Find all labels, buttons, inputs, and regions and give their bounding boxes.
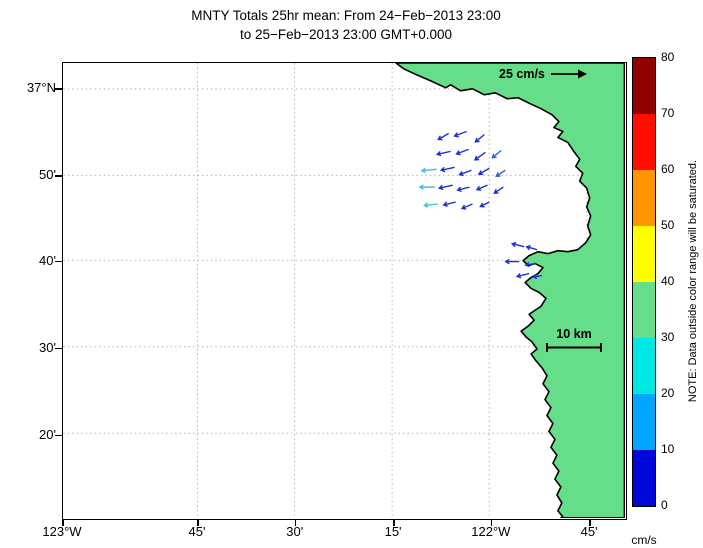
current-vector (460, 203, 473, 210)
title-line-2: to 25−Feb−2013 23:00 GMT+0.000 (239, 27, 453, 42)
colorbar-note: NOTE: Data outside color range will be s… (687, 159, 699, 403)
current-vector (504, 258, 520, 265)
x-tick-mark (490, 520, 493, 526)
colorbar-segment (633, 450, 655, 506)
title-line-1: MNTY Totals 25hr mean: From 24−Feb−2013 … (191, 8, 501, 23)
colorbar-segment (633, 170, 655, 226)
colorbar-tick-label: 40 (661, 274, 675, 288)
y-tick-label: 40' (39, 252, 56, 268)
colorbar-segment (633, 338, 655, 394)
map-canvas (63, 63, 625, 518)
distance-scale-bar (546, 343, 602, 352)
current-vector (437, 184, 453, 191)
y-tick-mark (55, 175, 62, 177)
current-vector (515, 272, 530, 279)
colorbar-tick-label: 30 (661, 330, 675, 344)
current-vector (475, 184, 488, 191)
y-tick-label: 30' (39, 339, 56, 355)
colorbar-tick-label: 70 (661, 106, 675, 120)
current-vector (456, 186, 470, 192)
plot-title: MNTY Totals 25hr mean: From 24−Feb−2013 … (0, 6, 692, 44)
colorbar-tick-label: 10 (661, 442, 675, 456)
colorbar-segment (633, 58, 655, 114)
y-tick-label: 50' (39, 167, 56, 183)
colorbar-tick-label: 60 (661, 162, 675, 176)
y-tick-label: 37°N (26, 80, 56, 96)
x-tick-label: 122°W (471, 524, 511, 539)
current-vector (510, 241, 525, 248)
map-plot: 25 cm/s 10 km (62, 62, 627, 520)
current-vector (422, 202, 438, 208)
current-vector (493, 186, 504, 194)
x-tick-label: 123°W (42, 524, 82, 539)
current-vector (458, 169, 472, 177)
colorbar-segment (633, 282, 655, 338)
current-vector (477, 167, 490, 176)
distance-scale: 10 km (545, 327, 603, 357)
current-vector (455, 148, 469, 156)
current-vector (473, 151, 486, 161)
current-vector (439, 166, 455, 173)
colorbar (632, 57, 656, 507)
colorbar-segment (633, 114, 655, 170)
land-polygon (395, 63, 625, 518)
y-tick-mark (55, 88, 62, 90)
x-tick-label: 45' (580, 524, 598, 539)
velocity-scale-label: 25 cm/s (499, 67, 545, 81)
current-vector (420, 167, 437, 174)
x-tick-label: 45' (188, 524, 206, 539)
current-vector (524, 261, 537, 268)
velocity-scale-arrow-icon (550, 69, 587, 79)
colorbar-segment (633, 394, 655, 450)
current-vector (479, 201, 490, 208)
x-tick-mark (393, 520, 395, 526)
colorbar-tick-label: 50 (661, 218, 675, 232)
colorbar-units-label: cm/s (631, 533, 657, 547)
current-vector (418, 184, 435, 190)
x-tick-label: 15' (384, 524, 402, 539)
velocity-scale: 25 cm/s (499, 67, 587, 81)
current-vector (525, 244, 538, 251)
y-tick-label: 20' (39, 426, 56, 442)
current-vector (474, 133, 485, 143)
current-vector (453, 130, 467, 138)
x-tick-label: 30' (286, 524, 304, 539)
colorbar-tick-label: 80 (661, 50, 675, 64)
current-vector (495, 169, 506, 177)
current-vector (491, 149, 502, 159)
x-tick-mark (62, 520, 64, 526)
colorbar-tick-label: 20 (661, 386, 675, 400)
x-tick-mark (589, 520, 591, 526)
y-tick-mark (55, 260, 62, 263)
current-vector (442, 201, 456, 207)
y-tick-mark (55, 434, 62, 437)
x-tick-mark (294, 520, 297, 526)
x-tick-mark (197, 520, 199, 526)
current-vector (435, 150, 451, 157)
current-vector (531, 273, 543, 280)
colorbar-segment (633, 226, 655, 282)
distance-scale-label: 10 km (556, 327, 592, 341)
colorbar-tick-label: 0 (661, 498, 668, 512)
y-tick-mark (55, 347, 62, 350)
current-vector (437, 132, 450, 141)
